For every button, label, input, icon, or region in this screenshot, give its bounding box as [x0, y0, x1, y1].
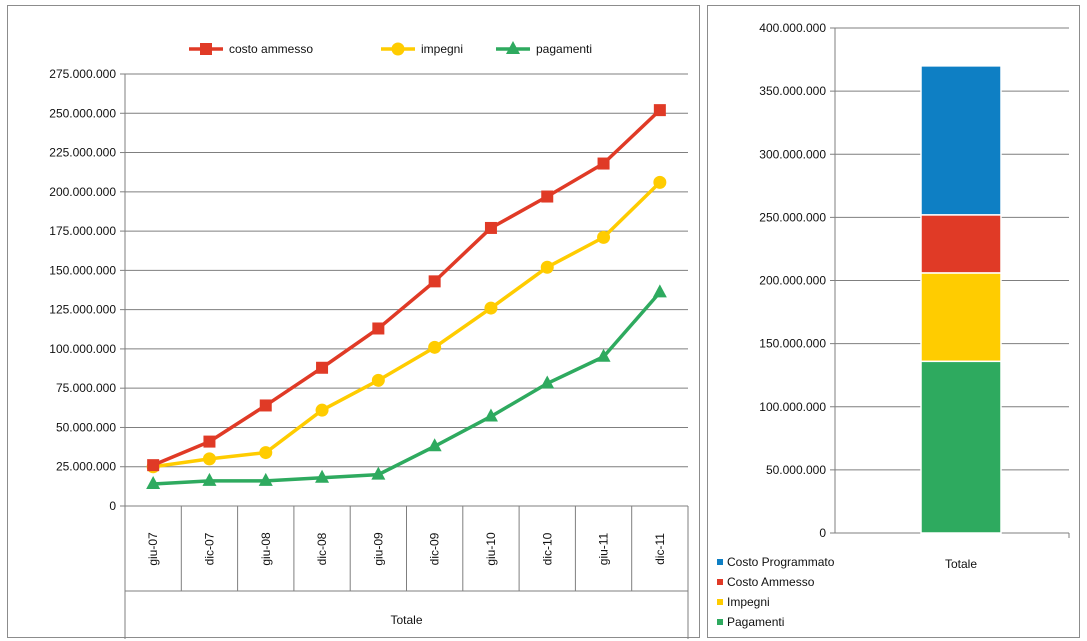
y-tick-label: 0 [109, 499, 116, 513]
x-axis-title: Totale [390, 613, 422, 627]
series-costo-ammesso [147, 104, 666, 472]
data-point-circle [202, 452, 216, 466]
legend-item: Costo Programmato [717, 555, 835, 569]
y-tick-label: 400.000.000 [759, 21, 826, 35]
data-point-square [653, 104, 666, 117]
legend-swatch [717, 579, 723, 585]
data-point-triangle [506, 41, 520, 54]
data-point-circle [391, 42, 405, 56]
y-tick-label: 25.000.000 [56, 460, 116, 474]
x-tick-label: dic-09 [428, 532, 442, 565]
data-point-circle [259, 446, 273, 460]
series-pagamenti [146, 284, 667, 490]
data-point-triangle [540, 375, 555, 389]
data-point-triangle [371, 466, 386, 480]
y-tick-label: 225.000.000 [49, 146, 116, 160]
y-tick-label: 175.000.000 [49, 224, 116, 238]
y-tick-label: 125.000.000 [49, 303, 116, 317]
legend-label: Costo Programmato [727, 555, 835, 569]
stacked-bar-chart: 0 50.000.000 100.000.000 150.000.000 200.000… [717, 21, 1070, 629]
y-tick-label: 150.000.000 [759, 337, 826, 351]
data-point-circle [315, 403, 329, 417]
data-point-square [597, 157, 610, 170]
y-tick-label: 100.000.000 [49, 342, 116, 356]
legend-item: Costo Ammesso [717, 575, 815, 589]
y-tick-label: 250.000.000 [759, 210, 826, 224]
series-line [152, 108, 662, 467]
bar-segment-impegni [920, 272, 1002, 363]
data-point-square [147, 459, 160, 472]
x-tick-label: giu-08 [259, 532, 273, 566]
data-point-circle [597, 230, 611, 244]
data-point-square [203, 435, 216, 448]
legend-label: costo ammesso [229, 42, 313, 56]
y-tick-label: 275.000.000 [49, 67, 116, 81]
bar-segment-costo-ammesso [920, 214, 1002, 274]
data-point-square [428, 275, 441, 288]
x-tick-label: dic-07 [202, 532, 216, 565]
bar-segment-costo-programmato [920, 65, 1002, 216]
series-line [152, 181, 662, 469]
x-tick-label: dic-10 [540, 532, 554, 565]
data-point-square [259, 399, 272, 412]
y-tick-label: 100.000.000 [759, 400, 826, 414]
data-point-triangle [427, 438, 442, 452]
x-tick-label: giu-07 [146, 532, 160, 566]
x-tick-label: giu-09 [371, 532, 385, 566]
legend-label: pagamenti [536, 42, 592, 56]
data-point-triangle [315, 469, 330, 483]
data-point-triangle [483, 408, 498, 422]
y-tick-label: 200.000.000 [49, 185, 116, 199]
legend-swatch [717, 599, 723, 605]
data-point-circle [484, 301, 498, 315]
x-tick-label: dic-08 [315, 532, 329, 565]
data-point-circle [371, 373, 385, 387]
data-point-circle [540, 260, 554, 274]
data-point-square [372, 322, 385, 335]
line-chart-panel: 0 25.000.000 50.000.000 75.000.000 100.000.0… [7, 5, 700, 639]
legend-item: costo ammesso [189, 42, 313, 56]
legend-label: Costo Ammesso [727, 575, 815, 589]
legend-item: impegni [381, 42, 463, 56]
y-tick-label: 300.000.000 [759, 147, 826, 161]
y-tick-label: 150.000.000 [49, 263, 116, 277]
legend-item: Impegni [717, 595, 770, 609]
data-point-triangle [596, 348, 611, 362]
data-point-triangle [202, 472, 217, 486]
x-tick-label: giu-10 [484, 532, 498, 566]
line-chart: 0 25.000.000 50.000.000 75.000.000 100.000.0… [49, 41, 689, 639]
legend-swatch [717, 559, 723, 565]
x-tick-label: dic-11 [653, 533, 667, 565]
y-tick-label: 200.000.000 [759, 274, 826, 288]
x-tick-label: Totale [945, 557, 977, 571]
y-tick-label: 75.000.000 [56, 381, 116, 395]
y-tick-label: 0 [819, 526, 826, 540]
legend-label: impegni [421, 42, 463, 56]
bar-segment-pagamenti [920, 360, 1002, 534]
data-point-circle [428, 340, 442, 354]
series-line [153, 291, 662, 486]
data-point-square [484, 221, 497, 234]
data-point-square [200, 43, 212, 55]
data-point-triangle [652, 284, 667, 298]
legend-item: pagamenti [496, 41, 592, 56]
data-point-triangle [146, 476, 161, 490]
stacked-bar-chart-panel: 0 50.000.000 100.000.000 150.000.000 200.000… [707, 5, 1080, 638]
series-impegni [146, 175, 667, 474]
y-tick-label: 50.000.000 [766, 463, 826, 477]
y-tick-label: 50.000.000 [56, 420, 116, 434]
legend-label: Pagamenti [727, 615, 784, 629]
data-point-square [541, 190, 554, 203]
x-tick-label: giu-11 [597, 532, 611, 565]
data-point-square [316, 361, 329, 374]
data-point-circle [653, 175, 667, 189]
legend-label: Impegni [727, 595, 770, 609]
y-tick-label: 350.000.000 [759, 84, 826, 98]
legend-item: Pagamenti [717, 615, 784, 629]
legend-swatch [717, 619, 723, 625]
data-point-triangle [258, 472, 273, 486]
y-tick-label: 250.000.000 [49, 106, 116, 120]
